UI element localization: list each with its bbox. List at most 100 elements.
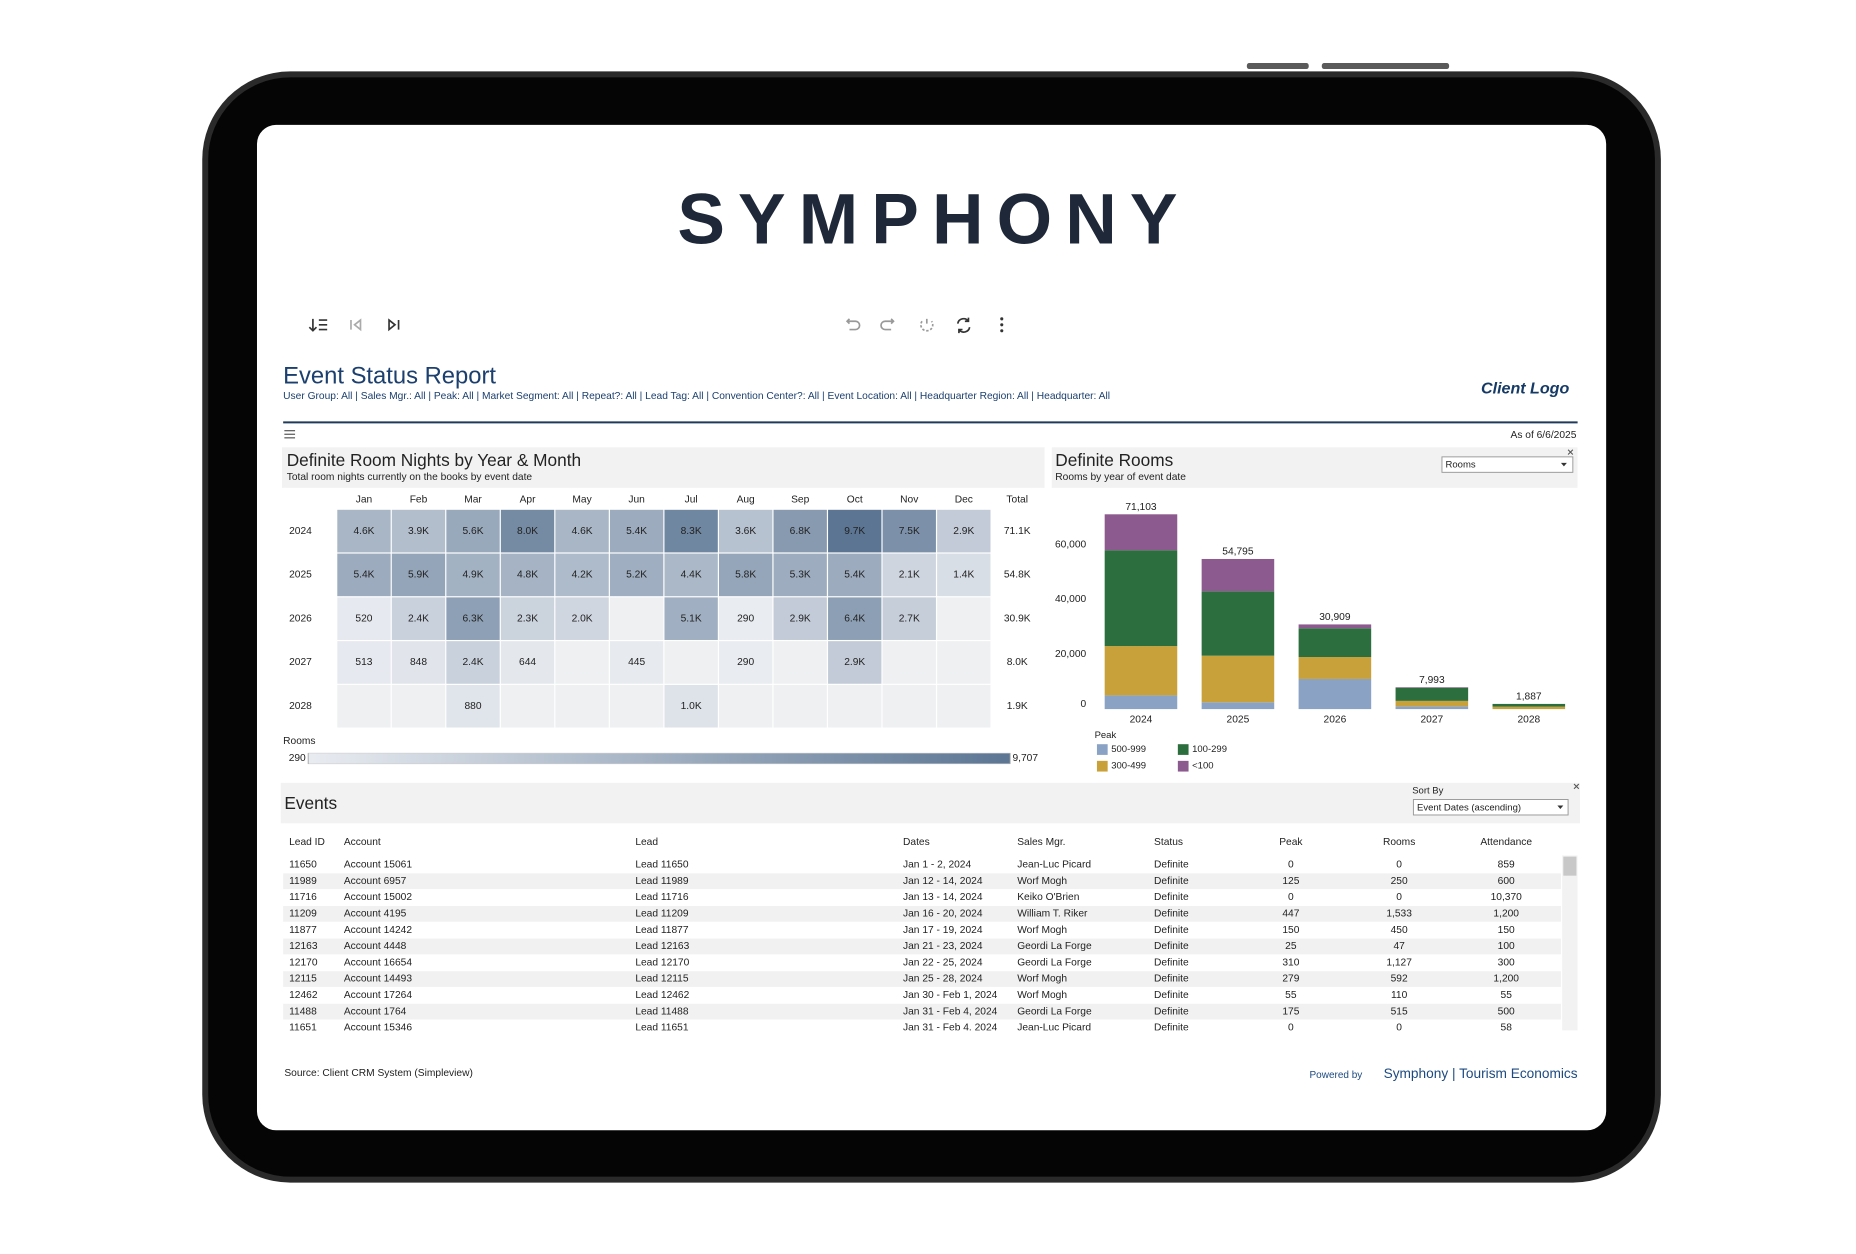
heatmap-cell bbox=[882, 553, 936, 597]
row-label: 2024 bbox=[289, 526, 312, 537]
cell-label: 4.4K bbox=[681, 570, 702, 581]
table-cell: Jan 22 - 25, 2024 bbox=[903, 957, 983, 968]
legend-label: 500-999 bbox=[1111, 744, 1146, 755]
y-tick-label: 40,000 bbox=[1055, 594, 1087, 605]
column-header: Lead ID bbox=[289, 837, 325, 848]
row-total: 71.1K bbox=[1004, 526, 1031, 537]
bar-segment bbox=[1104, 695, 1178, 710]
legend-label: 100-299 bbox=[1192, 744, 1227, 755]
sort-button[interactable] bbox=[308, 318, 328, 332]
table-cell: Jan 31 - Feb 4, 2024 bbox=[903, 1006, 998, 1017]
table-cell: Definite bbox=[1154, 1006, 1189, 1017]
column-header: Sales Mgr. bbox=[1017, 837, 1065, 848]
empty-cell bbox=[555, 641, 609, 684]
table-cell: 500 bbox=[1498, 1006, 1515, 1017]
logo: SYMPHONY bbox=[677, 180, 1190, 260]
events-title: Events bbox=[284, 793, 337, 813]
table-cell: Definite bbox=[1154, 1023, 1189, 1034]
report-filters: User Group: All | Sales Mgr.: All | Peak… bbox=[283, 391, 1110, 402]
table-cell: 11716 bbox=[289, 892, 317, 903]
table-cell: 859 bbox=[1498, 860, 1515, 871]
heatmap-cell bbox=[391, 509, 446, 553]
dropdown-box[interactable] bbox=[1441, 456, 1574, 473]
cell-label: 5.2K bbox=[626, 570, 647, 581]
sort-dropdown[interactable]: Event Dates (ascending) bbox=[1412, 799, 1569, 816]
table-cell: 11651 bbox=[289, 1023, 317, 1034]
bar-segment bbox=[1104, 514, 1178, 551]
cell-label: 2.9K bbox=[844, 657, 865, 668]
heatmap-cell bbox=[500, 597, 555, 640]
table-cell: Jan 16 - 20, 2024 bbox=[903, 909, 983, 920]
table-cell: Account 4195 bbox=[344, 909, 407, 920]
row-total: 54.8K bbox=[1004, 570, 1031, 581]
cell-label: 445 bbox=[628, 657, 645, 668]
empty-cell bbox=[391, 684, 446, 728]
heatmap-cell bbox=[391, 597, 446, 640]
heatmap-cell bbox=[828, 553, 882, 597]
chart-subtitle: Rooms by year of event date bbox=[1055, 472, 1186, 483]
table-cell: 47 bbox=[1393, 941, 1405, 952]
table-cell: 1,200 bbox=[1493, 974, 1519, 985]
dropdown-arrow[interactable] bbox=[1560, 462, 1567, 467]
row-total: 8.0K bbox=[1007, 657, 1028, 668]
reset-button[interactable] bbox=[920, 318, 934, 332]
refresh-button[interactable] bbox=[956, 317, 971, 334]
scrollbar-thumb[interactable] bbox=[1563, 856, 1577, 876]
cell-label: 8.0K bbox=[517, 526, 538, 537]
bar-segment bbox=[1298, 657, 1372, 679]
empty-cell bbox=[609, 597, 664, 640]
x-tick-label: 2025 bbox=[1227, 715, 1250, 726]
undo-button[interactable] bbox=[845, 318, 861, 331]
dropdown-box[interactable] bbox=[1412, 799, 1569, 816]
menu-button[interactable] bbox=[284, 430, 296, 439]
cell-label: 5.1K bbox=[681, 613, 702, 624]
redo-button[interactable] bbox=[880, 318, 895, 331]
table-cell: Account 16654 bbox=[344, 957, 412, 968]
table-cell: 0 bbox=[1396, 860, 1402, 871]
heatmap-cell bbox=[609, 553, 664, 597]
table-cell: Jan 1 - 2, 2024 bbox=[903, 860, 971, 871]
column-label: Dec bbox=[955, 494, 973, 505]
bar-total-label: 30,909 bbox=[1319, 612, 1351, 623]
table-cell: 0 bbox=[1396, 1023, 1402, 1034]
heatmap-cell bbox=[828, 641, 882, 684]
y-tick-label: 60,000 bbox=[1055, 539, 1087, 550]
close-button[interactable] bbox=[1567, 449, 1574, 455]
table-cell: 25 bbox=[1285, 941, 1297, 952]
column-header: Account bbox=[344, 837, 381, 848]
legend-swatch bbox=[1096, 760, 1108, 772]
scrollbar-track[interactable] bbox=[1562, 855, 1578, 1031]
table-cell: Account 14493 bbox=[344, 974, 412, 985]
cell-label: 5.4K bbox=[626, 526, 647, 537]
bar-segment bbox=[1395, 687, 1469, 701]
table-cell: Definite bbox=[1154, 909, 1189, 920]
y-tick-label: 20,000 bbox=[1055, 649, 1087, 660]
column-header: Dates bbox=[903, 837, 930, 848]
table-cell: Jan 25 - 28, 2024 bbox=[903, 974, 983, 985]
bar-segment bbox=[1298, 628, 1372, 658]
heatmap-cell bbox=[719, 641, 773, 684]
dropdown-arrow[interactable] bbox=[1557, 805, 1564, 810]
chart-title: Definite Rooms bbox=[1055, 450, 1173, 470]
table-cell: Definite bbox=[1154, 925, 1189, 936]
first-page-button[interactable] bbox=[350, 318, 362, 332]
column-header: Rooms bbox=[1383, 837, 1415, 848]
table-cell: Definite bbox=[1154, 876, 1189, 887]
close-button[interactable] bbox=[1573, 783, 1580, 790]
dropdown-value[interactable]: Rooms bbox=[1446, 460, 1476, 471]
legend-label: <100 bbox=[1192, 761, 1213, 772]
table-cell: 100 bbox=[1498, 941, 1515, 952]
empty-cell bbox=[664, 641, 718, 684]
cell-label: 3.6K bbox=[735, 526, 756, 537]
more-button[interactable] bbox=[1000, 317, 1004, 333]
cell-label: 6.4K bbox=[844, 613, 865, 624]
column-label: Aug bbox=[737, 494, 755, 505]
table-cell: 250 bbox=[1391, 876, 1408, 887]
row-label: 2026 bbox=[289, 613, 312, 624]
table-cell: Geordi La Forge bbox=[1017, 1006, 1092, 1017]
next-page-button[interactable] bbox=[388, 318, 400, 332]
table-cell: Lead 11716 bbox=[635, 892, 689, 903]
sort-value[interactable]: Event Dates (ascending) bbox=[1417, 802, 1521, 813]
table-cell: Definite bbox=[1154, 941, 1189, 952]
